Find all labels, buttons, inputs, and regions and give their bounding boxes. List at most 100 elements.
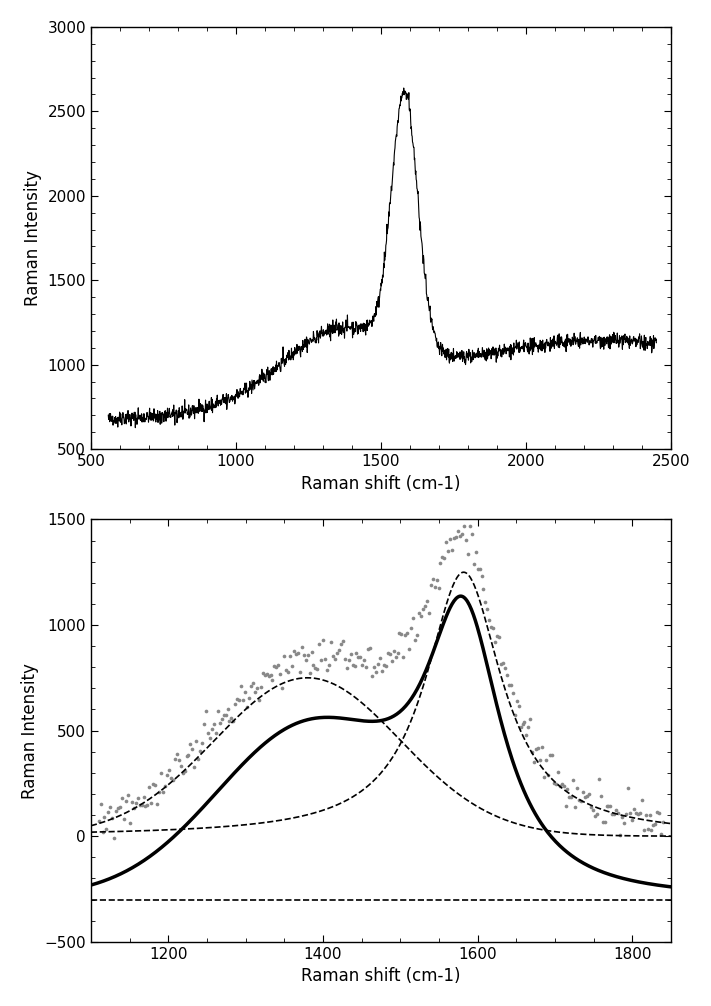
Point <box>554 778 565 794</box>
Point <box>357 657 368 673</box>
Point <box>425 577 437 594</box>
Point <box>558 778 570 794</box>
Point <box>319 651 331 667</box>
Point <box>550 776 562 792</box>
Point <box>324 657 335 673</box>
Point <box>251 680 262 696</box>
Point <box>277 680 288 696</box>
Point <box>345 646 356 662</box>
Point <box>629 801 640 817</box>
Point <box>157 784 169 800</box>
Point <box>566 789 577 805</box>
Point <box>212 702 223 718</box>
Point <box>574 792 585 808</box>
Point <box>353 650 364 666</box>
Point <box>648 817 659 833</box>
Point <box>593 771 604 787</box>
Point <box>261 666 272 682</box>
Point <box>237 692 249 708</box>
Point <box>429 578 440 595</box>
Point <box>540 752 552 769</box>
Point <box>132 790 144 806</box>
Point <box>306 644 317 660</box>
Point <box>117 790 128 806</box>
Point <box>458 518 469 534</box>
Point <box>548 776 560 792</box>
Point <box>640 807 651 823</box>
Point <box>179 763 191 779</box>
Point <box>378 657 390 673</box>
Y-axis label: Raman Intensity: Raman Intensity <box>21 663 39 799</box>
Point <box>373 656 384 672</box>
Point <box>337 633 348 649</box>
Point <box>599 814 610 830</box>
Point <box>452 523 464 539</box>
Point <box>538 769 550 785</box>
Point <box>287 658 298 674</box>
Point <box>621 806 632 822</box>
Point <box>220 707 231 723</box>
Point <box>476 568 487 584</box>
Point <box>280 662 292 678</box>
Point <box>341 660 353 676</box>
Point <box>216 710 228 726</box>
Point <box>95 797 106 813</box>
Point <box>235 678 247 694</box>
Point <box>431 571 442 588</box>
Point <box>423 605 434 621</box>
Point <box>290 646 301 662</box>
Point <box>560 798 571 814</box>
Point <box>318 632 329 648</box>
Point <box>382 646 393 662</box>
Point <box>292 645 304 661</box>
Point <box>253 691 264 707</box>
Point <box>296 639 307 655</box>
Point <box>489 634 501 650</box>
Point <box>366 667 378 683</box>
Point <box>546 747 557 764</box>
Point <box>497 655 508 671</box>
Point <box>634 805 646 821</box>
Point <box>226 710 237 726</box>
Point <box>491 629 503 645</box>
Point <box>515 718 526 734</box>
Point <box>644 807 656 823</box>
Point <box>407 610 419 626</box>
Point <box>603 798 614 814</box>
Point <box>224 712 235 728</box>
Point <box>274 666 286 682</box>
Point <box>520 727 532 743</box>
Point <box>339 651 351 667</box>
Point <box>101 821 112 837</box>
Point <box>474 561 485 577</box>
Point <box>525 710 536 726</box>
Point <box>126 794 137 810</box>
Point <box>263 668 274 684</box>
Point <box>501 667 513 683</box>
Point <box>164 763 175 779</box>
Point <box>400 627 411 643</box>
Point <box>136 797 147 813</box>
Point <box>496 656 507 672</box>
Point <box>208 715 220 731</box>
Point <box>148 776 159 792</box>
Point <box>102 805 114 821</box>
Point <box>572 781 583 797</box>
Point <box>206 721 218 737</box>
Point <box>177 765 188 781</box>
Point <box>242 699 253 715</box>
Point <box>255 679 267 695</box>
Point <box>175 759 186 775</box>
Point <box>511 693 523 709</box>
Point <box>509 707 520 723</box>
Point <box>279 648 290 664</box>
Point <box>392 645 403 661</box>
Point <box>310 660 321 676</box>
Point <box>204 730 215 746</box>
Point <box>298 647 309 663</box>
Point <box>528 753 540 770</box>
Point <box>419 599 431 615</box>
Point <box>570 799 581 815</box>
Point <box>415 608 427 624</box>
Point <box>582 789 593 805</box>
